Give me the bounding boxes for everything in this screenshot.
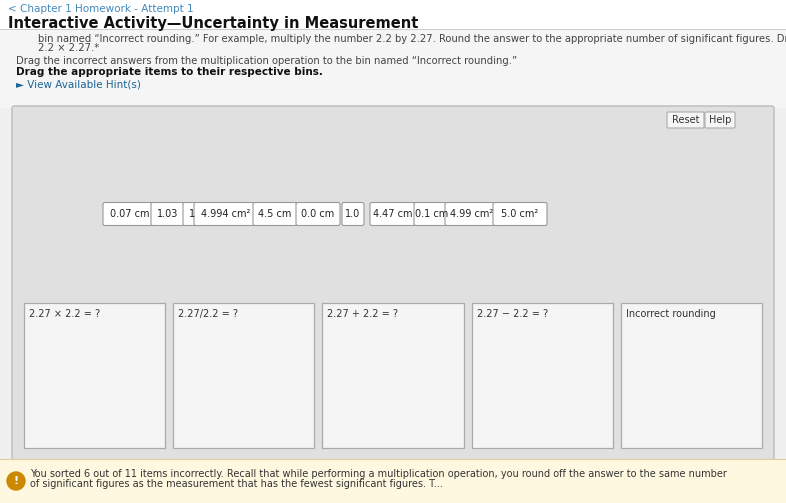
Text: !: ! [13, 476, 19, 486]
Bar [173, 303, 314, 448]
FancyBboxPatch shape [370, 203, 416, 225]
Text: 1.0: 1.0 [345, 209, 361, 219]
Text: Drag the incorrect answers from the multiplication operation to the bin named “I: Drag the incorrect answers from the mult… [16, 56, 517, 66]
Text: 2.2 × 2.27.*: 2.2 × 2.27.* [38, 43, 99, 53]
FancyBboxPatch shape [253, 203, 297, 225]
Text: Interactive Activity—Uncertainty in Measurement: Interactive Activity—Uncertainty in Meas… [8, 16, 418, 31]
Text: Drag the appropriate items to their respective bins.: Drag the appropriate items to their resp… [16, 67, 323, 77]
FancyBboxPatch shape [296, 203, 340, 225]
Bar [322, 303, 464, 448]
FancyBboxPatch shape [12, 106, 774, 460]
Text: 4.99 cm²: 4.99 cm² [450, 209, 494, 219]
Text: 1.03: 1.03 [157, 209, 178, 219]
FancyBboxPatch shape [705, 112, 735, 128]
FancyBboxPatch shape [194, 203, 258, 225]
Bar [621, 303, 762, 448]
Bar [0, 459, 786, 503]
Text: bin named “Incorrect rounding.” For example, multiply the number 2.2 by 2.27. Ro: bin named “Incorrect rounding.” For exam… [38, 34, 786, 44]
Text: 4.5 cm: 4.5 cm [259, 209, 292, 219]
FancyBboxPatch shape [342, 203, 364, 225]
Text: 4.994 cm²: 4.994 cm² [201, 209, 251, 219]
Text: 5.0 cm²: 5.0 cm² [501, 209, 538, 219]
Text: ► View Available Hint(s): ► View Available Hint(s) [16, 79, 141, 89]
FancyBboxPatch shape [667, 112, 704, 128]
Text: Help: Help [709, 115, 731, 125]
Text: You sorted 6 out of 11 items incorrectly. Recall that while performing a multipl: You sorted 6 out of 11 items incorrectly… [30, 469, 727, 479]
FancyBboxPatch shape [493, 203, 547, 225]
Text: 2.27/2.2 = ?: 2.27/2.2 = ? [178, 309, 238, 319]
Text: Incorrect rounding: Incorrect rounding [626, 309, 715, 319]
Circle shape [7, 472, 25, 490]
Text: 2.27 + 2.2 = ?: 2.27 + 2.2 = ? [328, 309, 399, 319]
FancyBboxPatch shape [445, 203, 499, 225]
Text: 0.07 cm: 0.07 cm [110, 209, 150, 219]
Text: < Chapter 1 Homework - Attempt 1: < Chapter 1 Homework - Attempt 1 [8, 4, 193, 14]
FancyBboxPatch shape [151, 203, 185, 225]
Text: 4.47 cm: 4.47 cm [373, 209, 413, 219]
Text: of significant figures as the measurement that has the fewest significant figure: of significant figures as the measuremen… [30, 479, 443, 489]
Text: 0.1 cm: 0.1 cm [415, 209, 449, 219]
Bar [472, 303, 613, 448]
Text: 2.27 × 2.2 = ?: 2.27 × 2.2 = ? [29, 309, 100, 319]
FancyBboxPatch shape [414, 203, 450, 225]
Bar [0, 0, 786, 108]
Bar [0, 29, 786, 108]
Bar [24, 303, 165, 448]
FancyBboxPatch shape [183, 203, 201, 225]
FancyBboxPatch shape [103, 203, 157, 225]
Text: 2.27 − 2.2 = ?: 2.27 − 2.2 = ? [476, 309, 548, 319]
Text: 0.0 cm: 0.0 cm [301, 209, 335, 219]
Text: 1: 1 [189, 209, 195, 219]
Text: Reset: Reset [672, 115, 700, 125]
